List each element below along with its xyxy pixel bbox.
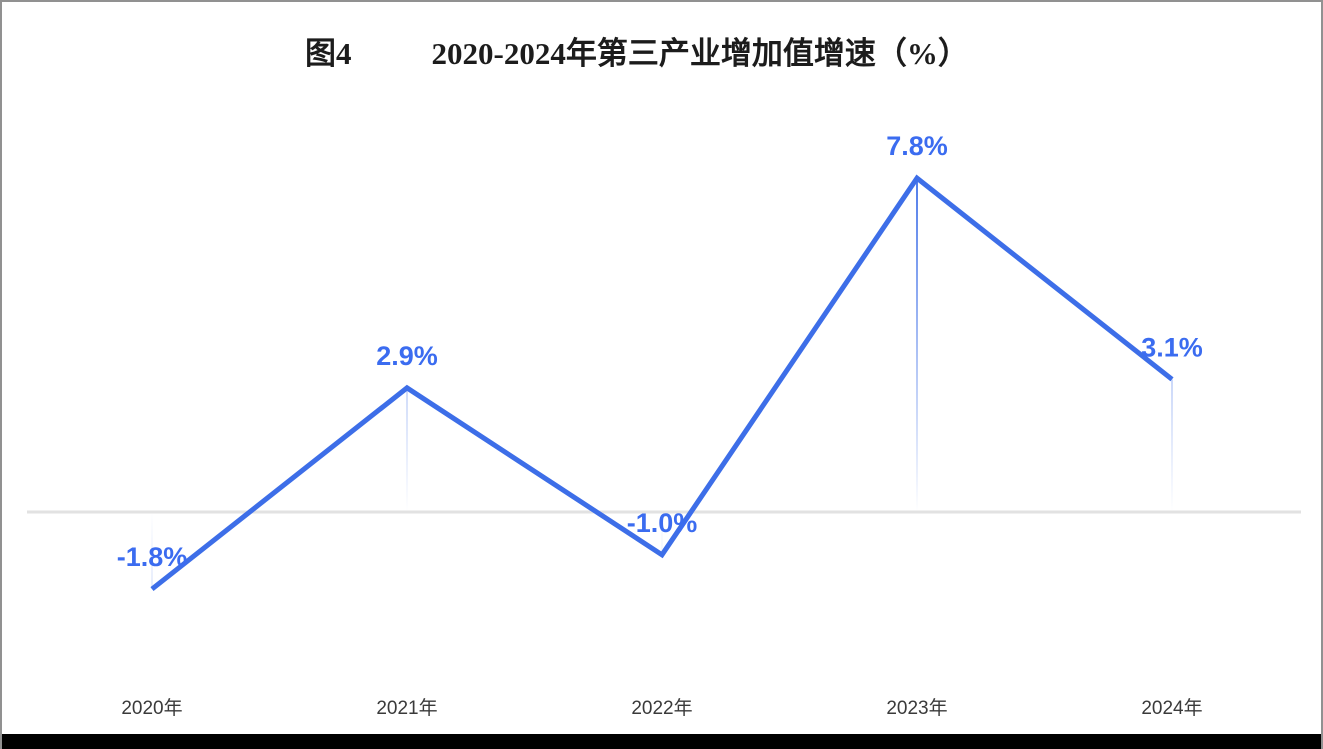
x-tick-2024年: 2024年 [1141, 697, 1202, 719]
data-label-2024年: 3.1% [1141, 332, 1203, 362]
figure-number-label: 图4 [305, 36, 352, 71]
data-label-2020年: -1.8% [117, 542, 188, 572]
chart-title: 图4 2020-2024年第三产业增加值增速（%） [305, 28, 969, 73]
x-tick-2022年: 2022年 [631, 697, 692, 719]
x-tick-2020年: 2020年 [121, 697, 182, 719]
bottom-black-bar [2, 734, 1321, 749]
data-label-2023年: 7.8% [886, 131, 948, 161]
series-line [150, 174, 1174, 592]
chart-title-text: 2020-2024年第三产业增加值增速（%） [431, 36, 969, 71]
data-label-2022年: -1.0% [627, 508, 698, 538]
x-tick-2021年: 2021年 [376, 697, 437, 719]
x-tick-2023年: 2023年 [886, 697, 947, 719]
data-label-2021年: 2.9% [376, 341, 438, 371]
